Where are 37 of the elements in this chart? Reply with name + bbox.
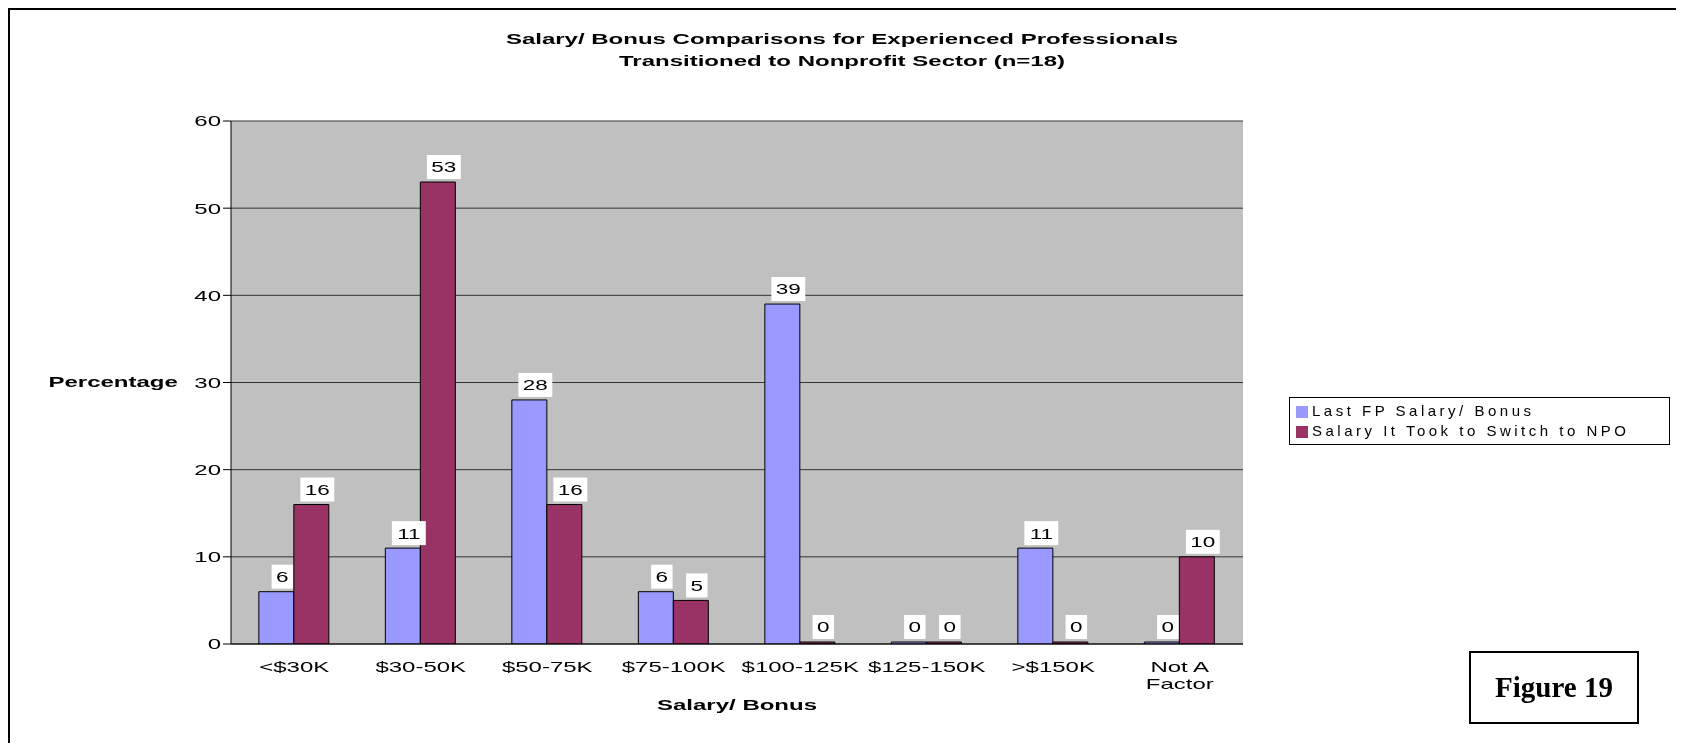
data-label: 0 [943,619,957,636]
data-label: 0 [908,619,922,636]
data-label: 6 [276,568,289,586]
y-tick-label: 40 [194,287,221,304]
legend-label: Last FP Salary/ Bonus [1312,402,1535,419]
x-tick-label: <$30K [259,658,331,675]
caption: Figure 19 [1469,651,1639,724]
data-label: 28 [522,377,548,394]
y-tick-label: 20 [194,461,221,479]
data-label: 10 [1190,533,1216,551]
y-tick-label: 10 [194,548,221,566]
data-label: 39 [775,281,801,298]
x-tick-label: $50-75K [501,658,594,675]
data-label: 0 [1070,619,1083,636]
y-axis-title: Percentage [48,373,178,390]
x-tick-label: $125-150K [868,658,987,675]
x-tick-label: >$150K [1011,658,1096,675]
y-tick-label: 60 [194,112,221,130]
x-tick-label: $100-125K [741,658,860,675]
y-tick-label: 0 [207,635,221,653]
data-label: 16 [304,481,330,499]
data-label: 11 [397,525,421,542]
data-label: 5 [690,577,704,594]
x-tick-label: $30-50K [375,658,467,675]
data-label: 0 [817,619,830,636]
legend-label: Salary It Took to Switch to NPO [1312,422,1630,439]
y-tick-label: 30 [194,374,221,391]
y-tick-label: 50 [194,200,221,217]
data-label: 6 [655,568,669,586]
data-label: 0 [1161,619,1175,636]
data-label: 11 [1029,525,1054,542]
data-label: 16 [557,481,583,499]
data-label: 53 [431,159,457,176]
chart-title: Salary/ Bonus Comparisons for Experienced Professionals Transitioned to Nonprofit Sector (n=18) [504,29,1180,71]
x-axis-title: Salary/ Bonus [656,696,818,713]
x-tick-label: Not A Factor [1145,658,1215,692]
x-tick-label: $75-100K [621,658,727,675]
